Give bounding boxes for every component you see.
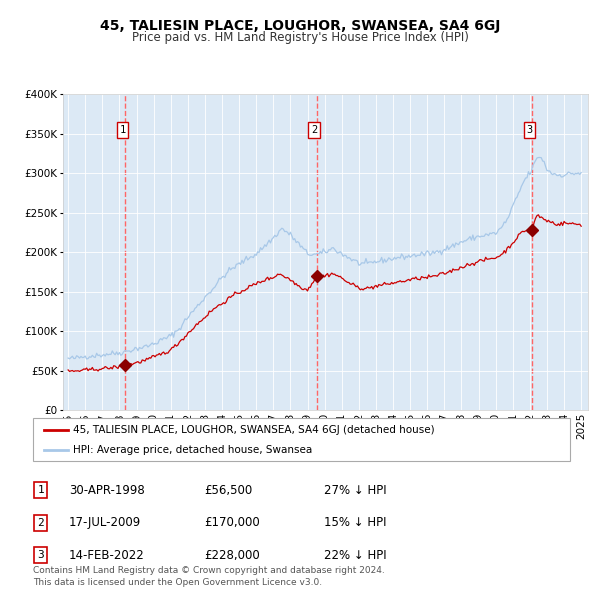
Text: 3: 3: [37, 550, 44, 560]
Text: £170,000: £170,000: [204, 516, 260, 529]
Text: 3: 3: [526, 125, 532, 135]
Text: 1: 1: [119, 125, 125, 135]
Text: 14-FEB-2022: 14-FEB-2022: [69, 549, 145, 562]
Text: £228,000: £228,000: [204, 549, 260, 562]
Text: £56,500: £56,500: [204, 484, 252, 497]
Text: HPI: Average price, detached house, Swansea: HPI: Average price, detached house, Swan…: [73, 445, 313, 455]
Text: 17-JUL-2009: 17-JUL-2009: [69, 516, 141, 529]
Text: Contains HM Land Registry data © Crown copyright and database right 2024.
This d: Contains HM Land Registry data © Crown c…: [33, 566, 385, 587]
Text: Price paid vs. HM Land Registry's House Price Index (HPI): Price paid vs. HM Land Registry's House …: [131, 31, 469, 44]
Text: 45, TALIESIN PLACE, LOUGHOR, SWANSEA, SA4 6GJ: 45, TALIESIN PLACE, LOUGHOR, SWANSEA, SA…: [100, 19, 500, 33]
Text: 27% ↓ HPI: 27% ↓ HPI: [324, 484, 386, 497]
Text: 1: 1: [37, 486, 44, 495]
Text: 22% ↓ HPI: 22% ↓ HPI: [324, 549, 386, 562]
Text: 30-APR-1998: 30-APR-1998: [69, 484, 145, 497]
FancyBboxPatch shape: [33, 418, 570, 461]
Text: 2: 2: [37, 518, 44, 527]
Text: 45, TALIESIN PLACE, LOUGHOR, SWANSEA, SA4 6GJ (detached house): 45, TALIESIN PLACE, LOUGHOR, SWANSEA, SA…: [73, 425, 435, 434]
Text: 2: 2: [311, 125, 317, 135]
Text: 15% ↓ HPI: 15% ↓ HPI: [324, 516, 386, 529]
